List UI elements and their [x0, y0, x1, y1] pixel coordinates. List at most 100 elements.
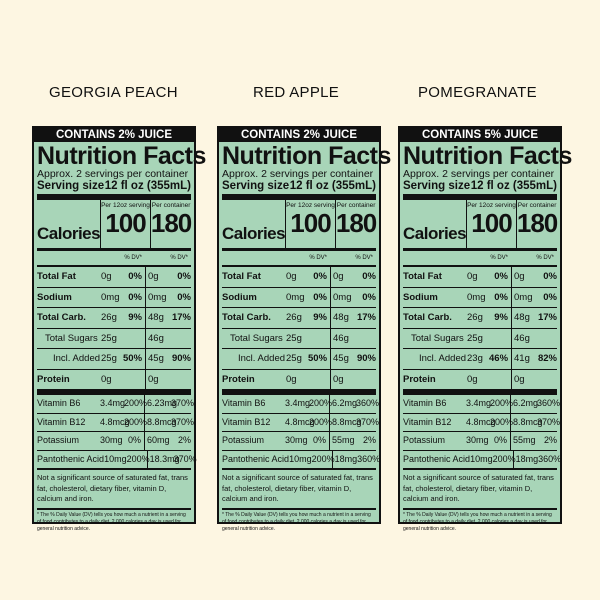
nutrient-container-dv: [169, 329, 191, 349]
nutrient-container-dv: [169, 370, 191, 390]
nutrient-row: Total Fat 0g 0% 0g 0%: [37, 267, 191, 288]
per-container-header: Per container: [517, 202, 557, 209]
nutrient-container-dv: 0%: [177, 271, 191, 282]
nutrient-container-dv: 0%: [362, 271, 376, 282]
nutrient-row: Protein 0g 0g: [37, 369, 191, 395]
nutrient-row: Total Fat 0g 0% 0g 0%: [222, 267, 376, 288]
nutrient-serving-amount: 26g: [101, 312, 117, 323]
vitamin-serving-amount: 10mg: [104, 453, 127, 464]
vitamin-row: Vitamin B6 3.4mg 200% 6.23mg 370%: [37, 395, 195, 414]
nutrient-serving-amount: 0g: [286, 271, 297, 282]
nutrient-serving-dv: 0%: [128, 271, 142, 282]
nutrition-label: CONTAINS 2% JUICE Nutrition Facts Approx…: [217, 126, 391, 532]
dv-header-serving: % DV*: [309, 255, 327, 261]
nutrient-container-dv: 0%: [362, 291, 376, 303]
nutrient-row: Protein 0g 0g: [222, 369, 376, 395]
serving-size-value: 12 fl oz (355mL): [470, 180, 557, 192]
nutrient-container-dv: [535, 370, 557, 390]
nutrient-container-dv: 0%: [177, 291, 191, 303]
nutrient-serving-amount: 0mg: [467, 291, 486, 303]
calories-row: Calories Per 12oz serving 100 Per contai…: [222, 200, 377, 251]
vitamin-serving-amount: 3.4mg: [100, 398, 126, 408]
calories-container-value: 180: [516, 208, 558, 238]
nutrient-serving-amount: 25g: [467, 332, 483, 344]
nutrient-name: Sodium: [37, 291, 72, 303]
dv-header-container: % DV*: [355, 255, 373, 261]
nutrient-container-amount: 0g: [511, 369, 535, 389]
nutrient-row: Total Carb. 26g 9% 48g 17%: [403, 308, 557, 329]
nutrient-serving-dv: 0%: [313, 291, 327, 303]
vitamin-serving-dv: 200%: [309, 398, 333, 408]
vitamin-container-dv: 2%: [177, 435, 191, 445]
serving-size-label: Serving size: [37, 180, 105, 192]
nutrient-serving-dv: 50%: [308, 353, 328, 364]
nutrient-container-amount: 41g: [511, 349, 535, 369]
dv-header-container: % DV*: [170, 255, 188, 261]
vitamin-name: Pantothenic Acid: [403, 453, 471, 464]
serving-size-row: Serving size 12 fl oz (355mL): [403, 180, 557, 200]
nutrient-name: Total Sugars: [45, 332, 98, 344]
nutrient-row: Protein 0g 0g: [403, 369, 557, 395]
calories-label: Calories: [403, 224, 467, 243]
nutrient-name: Incl. Added Sugars: [419, 353, 467, 364]
vitamin-container-amount: 18.3mg: [146, 450, 180, 468]
vitamin-serving-dv: 0%: [127, 435, 141, 445]
calories-per-container: Per container 180: [334, 200, 377, 248]
nutrient-serving-amount: 0mg: [101, 291, 120, 303]
nutrient-container-amount: 46g: [330, 328, 354, 348]
nutrient-row: Total Carb. 26g 9% 48g 17%: [222, 308, 376, 329]
nutrient-serving-dv: [308, 370, 330, 390]
nutrient-container-amount: 0g: [511, 267, 535, 287]
nutrient-container-dv: 17%: [171, 312, 191, 323]
vitamin-row: Pantothenic Acid 10mg 200% 18mg 360%: [403, 450, 562, 470]
per-serving-header: Per 12oz serving: [286, 202, 335, 209]
nutrient-container-amount: 46g: [511, 328, 535, 348]
vitamin-container-amount: 6.2mg: [329, 395, 357, 413]
nutrient-container-amount: 48g: [145, 308, 169, 328]
dv-header-serving: % DV*: [124, 255, 142, 261]
calories-container-value: 180: [335, 208, 377, 238]
vitamin-container-dv: 360%: [538, 453, 562, 464]
vitamin-name: Pantothenic Acid: [37, 453, 105, 464]
nutrient-row: Incl. Added Sugars 25g 50% 45g 90%: [37, 349, 191, 370]
nutrient-name: Total Carb.: [403, 312, 452, 323]
nutrient-container-amount: 0g: [330, 369, 354, 389]
calories-per-container: Per container 180: [515, 200, 558, 248]
nutrient-container-amount: 0g: [330, 267, 354, 287]
serving-size-value: 12 fl oz (355mL): [289, 180, 376, 192]
nutrient-container-dv: 17%: [356, 312, 376, 323]
nutrient-name: Total Carb.: [222, 312, 271, 323]
vitamin-row: Vitamin B12 4.8mcg 200% 8.8mcg 370%: [222, 413, 379, 432]
vitamin-serving-amount: 4.8mcg: [100, 416, 130, 427]
vitamin-name: Potassium: [37, 435, 80, 445]
nutrient-serving-dv: [123, 329, 145, 349]
nutrient-container-amount: 48g: [330, 308, 354, 328]
daily-value-footnote: * The % Daily Value (DV) tells you how m…: [403, 511, 552, 532]
vitamin-container-dv: 370%: [171, 398, 195, 408]
nutrient-serving-dv: [123, 370, 145, 390]
vitamin-serving-dv: 200%: [126, 453, 150, 464]
nutrient-container-dv: 0%: [543, 291, 557, 303]
nutrient-container-amount: 0mg: [145, 287, 169, 307]
nutrient-serving-dv: [489, 370, 511, 390]
juice-banner: CONTAINS 5% JUICE: [400, 128, 560, 142]
servings-per-container: Approx. 2 servings per container: [403, 168, 555, 180]
calories-serving-value: 100: [290, 208, 331, 238]
nutrition-facts-heading: Nutrition Facts: [222, 142, 391, 170]
vitamin-serving-dv: 200%: [124, 416, 148, 427]
nutrient-serving-amount: 26g: [286, 312, 302, 323]
nutrient-container-dv: 82%: [537, 353, 557, 364]
vitamin-name: Vitamin B12: [222, 416, 271, 427]
nutrition-label: CONTAINS 2% JUICE Nutrition Facts Approx…: [32, 126, 206, 532]
calories-row: Calories Per 12oz serving 100 Per contai…: [37, 200, 192, 251]
nutrient-serving-dv: 46%: [489, 353, 509, 364]
vitamin-row: Vitamin B12 4.8mcg 200% 8.8mcg 370%: [37, 413, 194, 432]
vitamin-serving-amount: 3.4mg: [466, 398, 492, 408]
nutrient-serving-dv: 0%: [494, 291, 508, 303]
nutrient-container-amount: 0g: [145, 267, 169, 287]
vitamin-container-dv: 2%: [362, 435, 376, 445]
calories-serving-value: 100: [105, 208, 146, 238]
vitamin-serving-dv: 200%: [124, 398, 148, 408]
nutrient-serving-dv: 0%: [128, 291, 142, 303]
nutrient-name: Total Carb.: [37, 312, 86, 323]
